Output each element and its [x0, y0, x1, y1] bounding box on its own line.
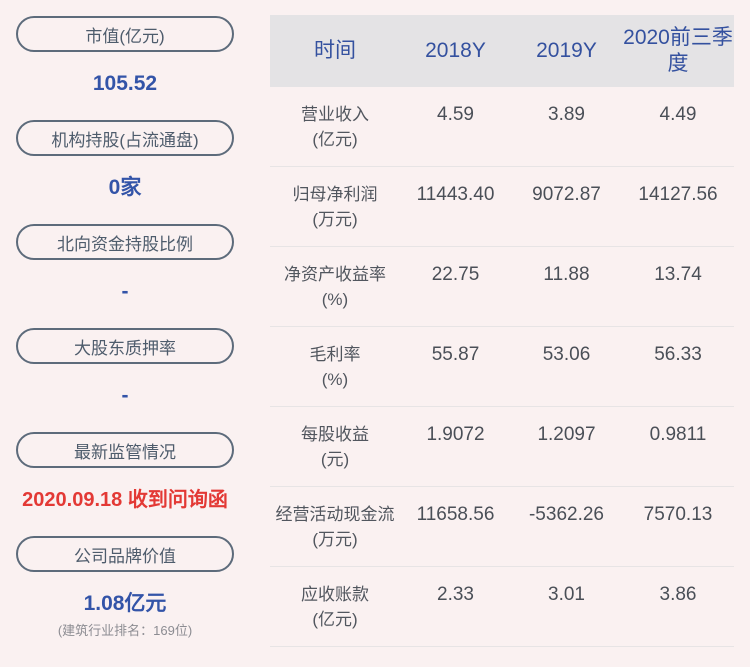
row-accounts-receivable: 应收账款 (亿元) 2.33 3.01 3.86 — [270, 567, 734, 647]
value-2018: 11443.40 — [416, 184, 495, 205]
value-2020q3: 7570.13 — [643, 504, 713, 525]
institution-holding-value: 0家 — [108, 176, 142, 199]
stat-northbound-holding: 北向资金持股比例 - — [16, 224, 234, 328]
value-2020q3: 56.33 — [654, 344, 702, 365]
table-header-row: 时间 2018Y 2019Y 2020前三季度 — [270, 15, 734, 87]
value-2019: 9072.87 — [532, 184, 601, 205]
column-header-time: 时间 — [314, 39, 356, 62]
market-cap-label: 市值(亿元) — [85, 26, 165, 46]
column-header-2020q3: 2020前三季度 — [623, 26, 733, 75]
row-label: 归母净利润 (万元) — [292, 185, 378, 229]
row-label: 营业收入 (亿元) — [301, 105, 369, 149]
major-shareholder-pledge-label: 大股东质押率 — [74, 338, 176, 358]
latest-regulation-value: 2020.09.18 收到问询函 — [22, 489, 228, 511]
value-2018: 2.33 — [437, 584, 474, 605]
stat-major-shareholder-pledge: 大股东质押率 - — [16, 328, 234, 432]
row-label: 经营活动现金流 (万元) — [275, 505, 395, 549]
row-operating-cashflow: 经营活动现金流 (万元) 11658.56 -5362.26 7570.13 — [270, 487, 734, 567]
row-net-profit: 归母净利润 (万元) 11443.40 9072.87 14127.56 — [270, 167, 734, 247]
column-header-2018: 2018Y — [425, 39, 486, 62]
value-2020q3: 13.74 — [654, 264, 702, 285]
brand-value-label: 公司品牌价值 — [74, 546, 176, 566]
stat-institution-holding: 机构持股(占流通盘) 0家 — [16, 120, 234, 224]
brand-value-value: 1.08亿元 — [83, 592, 167, 615]
value-2020q3: 4.49 — [659, 104, 697, 125]
row-eps: 每股收益 (元) 1.9072 1.2097 0.9811 — [270, 407, 734, 487]
stat-market-cap: 市值(亿元) 105.52 — [16, 16, 234, 120]
market-cap-pill-button[interactable]: 市值(亿元) — [16, 16, 234, 52]
market-cap-value: 105.52 — [92, 72, 158, 95]
northbound-holding-value: - — [121, 280, 129, 303]
value-2018: 1.9072 — [426, 424, 485, 445]
value-2018: 55.87 — [431, 344, 480, 365]
value-2019: 53.06 — [542, 344, 591, 365]
value-2019: -5362.26 — [528, 504, 604, 525]
northbound-holding-pill-button[interactable]: 北向资金持股比例 — [16, 224, 234, 260]
value-2019: 1.2097 — [537, 424, 596, 445]
value-2018: 11658.56 — [416, 504, 495, 525]
value-2019: 3.01 — [548, 584, 585, 605]
major-shareholder-pledge-pill-button[interactable]: 大股东质押率 — [16, 328, 234, 364]
value-2020q3: 0.9811 — [649, 424, 707, 445]
value-2020q3: 14127.56 — [638, 184, 718, 205]
major-shareholder-pledge-value: - — [121, 384, 129, 407]
row-roe: 净资产收益率 (%) 22.75 11.88 13.74 — [270, 247, 734, 327]
institution-holding-label: 机构持股(占流通盘) — [51, 130, 199, 150]
value-2019: 11.88 — [543, 264, 590, 285]
value-2019: 3.89 — [548, 104, 585, 125]
latest-regulation-pill-button[interactable]: 最新监管情况 — [16, 432, 234, 468]
latest-regulation-label: 最新监管情况 — [74, 442, 176, 462]
brand-value-pill-button[interactable]: 公司品牌价值 — [16, 536, 234, 572]
value-2018: 4.59 — [437, 104, 474, 125]
stat-brand-value: 公司品牌价值 1.08亿元 (建筑行业排名：169位) — [16, 536, 234, 640]
column-header-2019: 2019Y — [536, 39, 597, 62]
value-2020q3: 3.86 — [659, 584, 697, 605]
row-operating-revenue: 营业收入 (亿元) 4.59 3.89 4.49 — [270, 87, 734, 167]
sidebar: 市值(亿元) 105.52 机构持股(占流通盘) 0家 北向资金持股比例 - 大… — [16, 16, 234, 640]
institution-holding-pill-button[interactable]: 机构持股(占流通盘) — [16, 120, 234, 156]
row-label: 净资产收益率 (%) — [284, 265, 386, 309]
northbound-holding-label: 北向资金持股比例 — [57, 234, 193, 254]
value-2018: 22.75 — [431, 264, 480, 285]
row-gross-margin: 毛利率 (%) 55.87 53.06 56.33 — [270, 327, 734, 407]
brand-value-industry-rank: (建筑行业排名：169位) — [57, 623, 193, 638]
stat-latest-regulation: 最新监管情况 2020.09.18 收到问询函 — [16, 432, 234, 536]
row-label: 应收账款 (亿元) — [301, 585, 369, 629]
row-label: 毛利率 (%) — [309, 345, 361, 389]
row-label: 每股收益 (元) — [301, 425, 369, 469]
financial-metrics-table: 时间 2018Y 2019Y 2020前三季度 营业收入 (亿元) 4.59 3… — [270, 15, 734, 647]
